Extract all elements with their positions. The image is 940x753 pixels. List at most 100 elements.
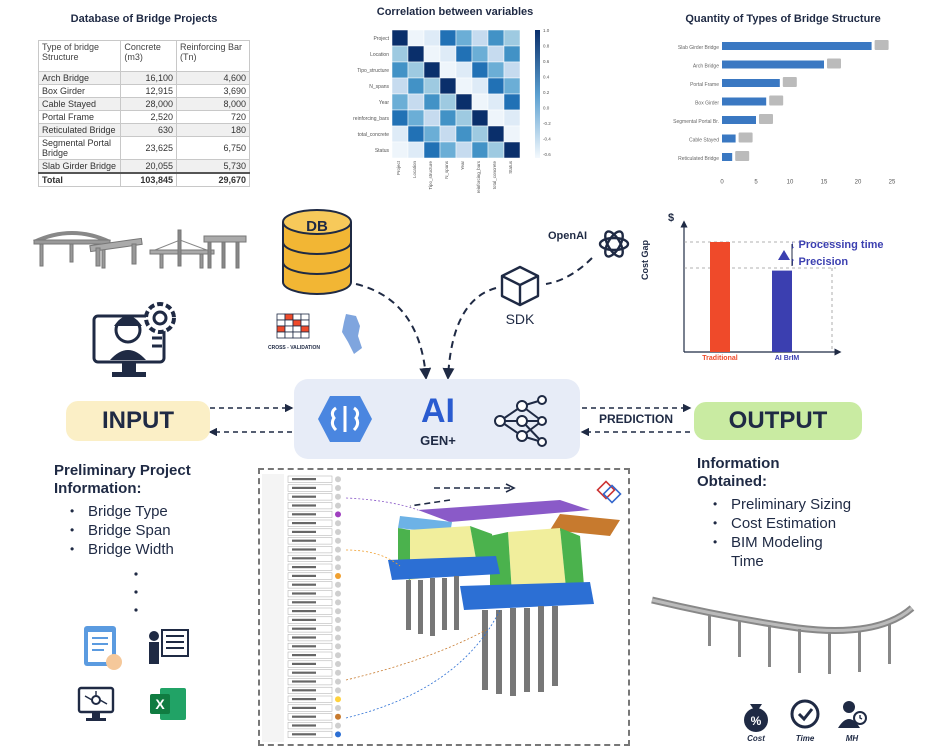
database-icon xyxy=(282,209,352,295)
bar-x-tick: 10 xyxy=(787,180,794,186)
parameter-field-text xyxy=(292,583,316,586)
bridge-sketches xyxy=(33,229,247,269)
heatmap-row-label: Project xyxy=(373,36,389,42)
presentation-board-icon xyxy=(149,629,189,664)
parameter-port-dot xyxy=(335,617,341,623)
bar xyxy=(722,97,767,106)
bar-category-label: Arch Bridge xyxy=(693,64,719,70)
parameter-field-text xyxy=(292,680,316,683)
heatmap-col-label: total_concrete xyxy=(492,161,497,190)
input-info-title: Preliminary Project Information: xyxy=(54,462,191,497)
output-pill: OUTPUT xyxy=(694,402,862,440)
parameter-field-text xyxy=(292,636,316,639)
bar xyxy=(722,116,756,124)
time-clock-icon xyxy=(790,699,820,729)
excel-icon: X xyxy=(150,688,186,720)
correlation-heatmap: Project Location Tipo_structure N_spans Year… xyxy=(353,28,551,193)
parameter-port-dot xyxy=(335,687,341,694)
parameter-port-dot xyxy=(335,731,341,738)
heatmap-row-label: Status xyxy=(375,148,390,154)
parameter-field-text xyxy=(292,539,316,542)
parameter-port-dot xyxy=(335,678,341,685)
colorbar-tick: 0.0 xyxy=(543,106,550,111)
heatmap-row-label: N_spans xyxy=(369,84,389,90)
table-row: Cable Stayed 28,000 8,000 xyxy=(37,97,251,111)
bar-x-tick: 15 xyxy=(821,180,828,186)
parameter-field-text xyxy=(292,698,316,701)
cost-cat-traditional: Traditional xyxy=(702,355,738,362)
parameter-port-dot xyxy=(335,625,341,632)
heatmap-row-label: Location xyxy=(370,52,389,58)
list-item: Preliminary Sizing xyxy=(697,495,897,514)
colorbar-tick: 1.0 xyxy=(543,28,550,33)
cost-bag-icon: % xyxy=(744,704,768,732)
parameter-field-text xyxy=(292,618,316,621)
heatmap-row-label: Year xyxy=(379,100,389,106)
parameter-field-text xyxy=(292,592,316,595)
table-row: Slab Girder Bridge 20,055 5,730 xyxy=(37,159,251,174)
bim-model-panel xyxy=(258,468,630,746)
heatmap-row-label: Tipo_structure xyxy=(357,68,389,74)
parameter-port-dot xyxy=(335,485,341,491)
openai-label: OpenAI xyxy=(548,230,588,242)
db-col-header: Concrete (m3) xyxy=(120,40,177,72)
table-row: Arch Bridge 16,100 4,600 xyxy=(37,71,251,85)
parameter-port-dot xyxy=(335,608,341,615)
colorbar-tick: 0.2 xyxy=(543,90,550,95)
bar xyxy=(722,134,736,143)
svg-text:X: X xyxy=(155,696,165,712)
cost-gap-chart xyxy=(680,220,842,356)
input-info-block: Preliminary Project Information: Bridge … xyxy=(54,462,254,559)
db-table-title: Database of Bridge Projects xyxy=(70,13,218,25)
parameter-port-dot xyxy=(335,493,341,500)
parameter-field-text xyxy=(292,662,316,665)
heatmap-col-label: Year xyxy=(460,161,465,171)
db-col-header: Type of bridge Structure xyxy=(37,40,122,72)
bim-model-view xyxy=(262,474,622,742)
parameter-port-dot xyxy=(335,652,341,659)
neural-network-icon xyxy=(494,395,547,447)
sdk-label: SDK xyxy=(505,311,535,327)
parameter-port-dot xyxy=(335,555,341,562)
gen-plus-label: GEN+ xyxy=(420,433,456,448)
cost-icon-label: Cost xyxy=(747,734,765,743)
bridge-thumbnail-icon xyxy=(735,151,750,161)
heatmap-title: Correlation between variables xyxy=(376,6,534,18)
list-item: BIM Modeling Time xyxy=(697,533,841,571)
parameter-field-text xyxy=(292,566,316,569)
bar-x-tick: 25 xyxy=(889,180,896,186)
bar xyxy=(722,42,872,50)
clipboard-icon xyxy=(84,626,122,670)
parameter-port-dot xyxy=(335,529,341,535)
parameter-port-dot xyxy=(335,643,341,650)
parameter-port-dot xyxy=(335,661,341,667)
model-logo-icon xyxy=(596,480,622,504)
parameter-port-dot xyxy=(335,511,341,518)
parameter-field-text xyxy=(292,610,316,613)
cost-bar-traditional xyxy=(710,242,730,352)
bar-category-label: Cable Stayed xyxy=(689,138,719,144)
bridge-thumbnail-icon xyxy=(769,95,784,106)
cross-validation-icon xyxy=(276,313,310,339)
bridge-thumbnail-icon xyxy=(782,77,797,87)
parameter-field-text xyxy=(292,478,316,481)
bar-category-label: Segmental Portal Br. xyxy=(673,119,719,125)
table-row: Reticulated Bridge 630 180 xyxy=(37,123,251,137)
colorbar-tick: -0.2 xyxy=(543,121,551,126)
bar xyxy=(722,79,780,87)
parameter-port-dot xyxy=(335,564,341,571)
db-label: DB xyxy=(306,218,328,235)
list-item: Bridge Width xyxy=(54,540,254,559)
colorbar-tick: 0.6 xyxy=(543,59,550,64)
peru-map-icon xyxy=(342,314,362,354)
bar-category-label: Slab Girder Bridge xyxy=(678,45,719,51)
curved-viaduct-sketch xyxy=(651,596,915,674)
parameter-field-text xyxy=(292,671,316,674)
parameter-port-dot xyxy=(335,537,341,544)
parameter-port-dot xyxy=(335,669,341,676)
parameter-port-dot xyxy=(335,634,341,641)
table-total-row: Total 103,845 29,670 xyxy=(37,172,251,187)
openai-icon xyxy=(598,230,630,258)
parameter-field-text xyxy=(292,530,316,533)
heatmap-row-label: total_concrete xyxy=(358,132,390,138)
